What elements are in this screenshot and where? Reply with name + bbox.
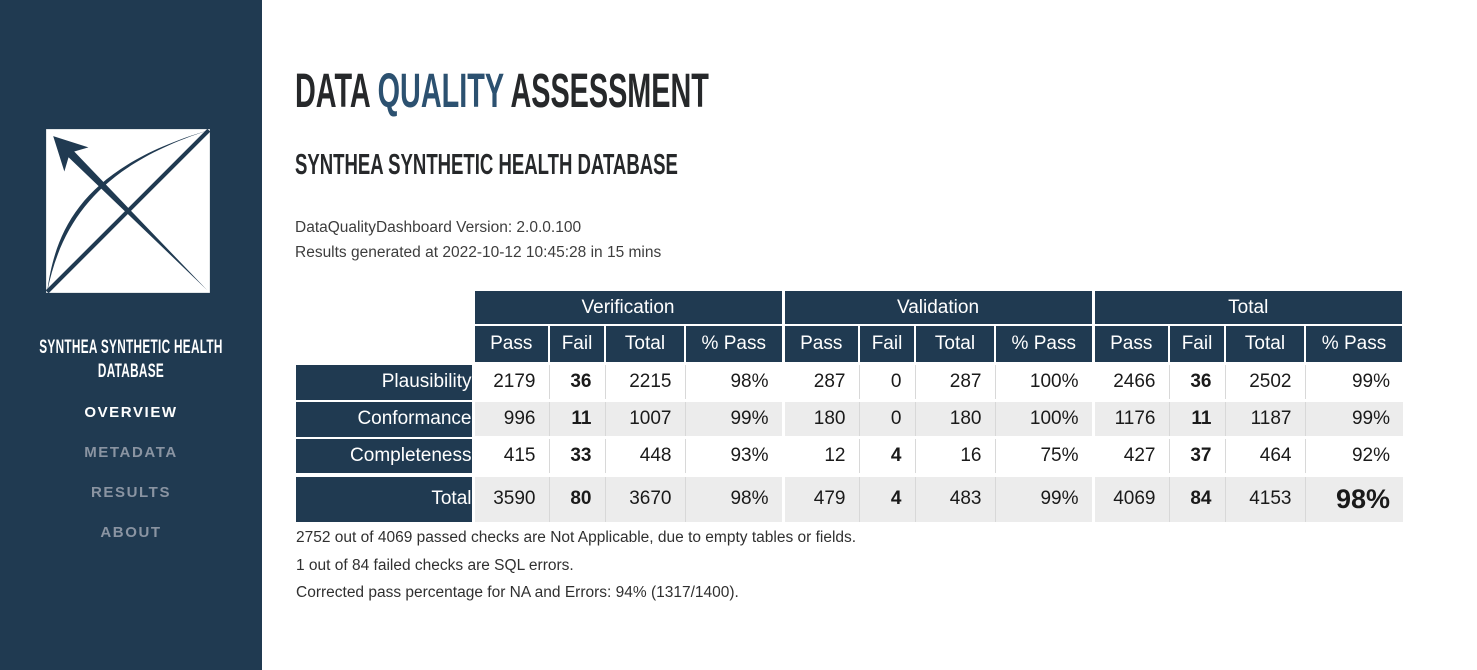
note-not-applicable: 2752 out of 4069 passed checks are Not A…: [296, 529, 857, 546]
metric-cell: 287: [781, 362, 859, 401]
metric-cell: 4153: [1224, 472, 1305, 522]
metric-cell: 1187: [1224, 399, 1305, 438]
row-plausibility: Plausibility 2179 36 2215 98% 287 0 287 …: [296, 362, 1403, 401]
col-total-pct-pass: % Pass: [1304, 324, 1404, 365]
row-conformance: Conformance 996 11 1007 99% 180 0 180 10…: [296, 399, 1403, 438]
row-label: Total: [296, 472, 474, 522]
note-corrected-pct: Corrected pass percentage for NA and Err…: [296, 584, 739, 601]
metric-cell: 287: [914, 362, 995, 401]
metric-cell-fail: 36: [1168, 362, 1225, 401]
metric-cell-fail: 4: [858, 436, 915, 475]
metric-cell: 427: [1091, 436, 1169, 475]
row-total: Total 3590 80 3670 98% 479 4 483 99% 406…: [296, 472, 1403, 522]
metric-cell: 2466: [1091, 362, 1169, 401]
col-group-verification: Verification: [471, 289, 784, 326]
metric-cell: 448: [604, 436, 685, 475]
metric-cell: 99%: [684, 399, 783, 438]
col-verification-total: Total: [604, 324, 686, 365]
sidebar-item-overview[interactable]: OVERVIEW: [84, 404, 178, 421]
metric-cell-fail: 84: [1168, 472, 1225, 522]
metric-cell: 479: [781, 472, 859, 522]
col-total-total: Total: [1224, 324, 1306, 365]
metric-cell-fail: 11: [1168, 399, 1225, 438]
database-subtitle: SYNTHEA SYNTHETIC HEALTH DATABASE: [295, 149, 678, 181]
metric-cell: 180: [914, 399, 995, 438]
row-label: Plausibility: [296, 362, 474, 401]
metric-cell: 100%: [994, 399, 1093, 438]
col-validation-fail: Fail: [858, 324, 916, 365]
metric-cell: 464: [1224, 436, 1305, 475]
version-line: DataQualityDashboard Version: 2.0.0.100: [295, 219, 582, 236]
title-part-1: DATA: [295, 65, 378, 118]
col-total-pass: Pass: [1091, 324, 1170, 365]
metric-cell: 2502: [1224, 362, 1305, 401]
metric-cell: 483: [914, 472, 995, 522]
grand-total-pct-pass: 98%: [1304, 472, 1403, 522]
metric-cell: 93%: [684, 436, 783, 475]
metric-cell: 415: [471, 436, 549, 475]
metric-cell: 75%: [994, 436, 1093, 475]
metric-cell: 1176: [1091, 399, 1169, 438]
col-total-fail: Fail: [1168, 324, 1226, 365]
metric-cell: 12: [781, 436, 859, 475]
metric-cell: 99%: [1304, 362, 1403, 401]
note-sql-errors: 1 out of 84 failed checks are SQL errors…: [296, 556, 574, 574]
col-validation-pass: Pass: [781, 324, 860, 365]
metric-cell-fail: 80: [548, 472, 605, 522]
title-accent-word: QUALITY: [377, 65, 504, 118]
col-group-total: Total: [1091, 289, 1404, 326]
row-completeness: Completeness 415 33 448 93% 12 4 16 75% …: [296, 436, 1403, 475]
metric-cell: 2215: [604, 362, 685, 401]
metric-cell: 0: [858, 399, 915, 438]
metric-cell: 4069: [1091, 472, 1169, 522]
table-corner-blank: [296, 290, 473, 364]
metric-cell: 3670: [604, 472, 685, 522]
col-verification-pass: Pass: [471, 324, 550, 365]
col-validation-total: Total: [914, 324, 996, 365]
sidebar-item-results[interactable]: RESULTS: [90, 484, 172, 501]
metric-cell: 98%: [684, 362, 783, 401]
metric-cell: 3590: [471, 472, 549, 522]
metric-cell: 99%: [994, 472, 1093, 522]
metric-cell: 98%: [684, 472, 783, 522]
col-verification-pct-pass: % Pass: [684, 324, 784, 365]
sidebar-item-about[interactable]: ABOUT: [100, 524, 162, 541]
col-verification-fail: Fail: [548, 324, 606, 365]
metric-cell: 16: [914, 436, 995, 475]
sidebar-nav: OVERVIEW METADATA RESULTS ABOUT: [0, 393, 262, 553]
metric-cell: 996: [471, 399, 549, 438]
sub-header-row: Pass Fail Total % Pass Pass Fail Total %…: [296, 324, 1404, 365]
generated-line: Results generated at 2022-10-12 10:45:28…: [295, 243, 662, 261]
metric-cell-fail: 37: [1168, 436, 1225, 475]
row-label: Conformance: [296, 399, 474, 438]
metric-cell-fail: 33: [548, 436, 605, 475]
metric-cell-fail: 11: [548, 399, 605, 438]
col-validation-pct-pass: % Pass: [994, 324, 1094, 365]
dqd-bow-arrow-logo-icon: [42, 125, 214, 297]
sidebar: SYNTHEA SYNTHETIC HEALTH DATABASE OVERVI…: [0, 0, 262, 670]
metric-cell-fail: 36: [548, 362, 605, 401]
main-content: DATA QUALITY ASSESSMENT SYNTHEA SYNTHETI…: [295, 0, 1455, 670]
metric-cell: 180: [781, 399, 859, 438]
metric-cell: 2179: [471, 362, 549, 401]
metric-cell: 100%: [994, 362, 1093, 401]
group-header-row: Verification Validation Total: [296, 289, 1404, 326]
metric-cell: 0: [858, 362, 915, 401]
metric-cell: 1007: [604, 399, 685, 438]
row-label: Completeness: [296, 436, 474, 475]
metric-cell: 99%: [1304, 399, 1403, 438]
results-summary-table: Verification Validation Total Pass Fail …: [296, 289, 1404, 522]
col-group-validation: Validation: [781, 289, 1094, 326]
metric-cell-fail: 4: [858, 472, 915, 522]
sidebar-item-metadata[interactable]: METADATA: [84, 444, 178, 461]
page-title: DATA QUALITY ASSESSMENT: [295, 68, 709, 116]
footnotes: 2752 out of 4069 passed checks are Not A…: [296, 524, 856, 607]
metric-cell: 92%: [1304, 436, 1403, 475]
title-part-2: ASSESSMENT: [503, 65, 709, 118]
sidebar-database-name: SYNTHEA SYNTHETIC HEALTH DATABASE: [39, 337, 223, 382]
run-metadata: DataQualityDashboard Version: 2.0.0.100 …: [295, 216, 661, 265]
